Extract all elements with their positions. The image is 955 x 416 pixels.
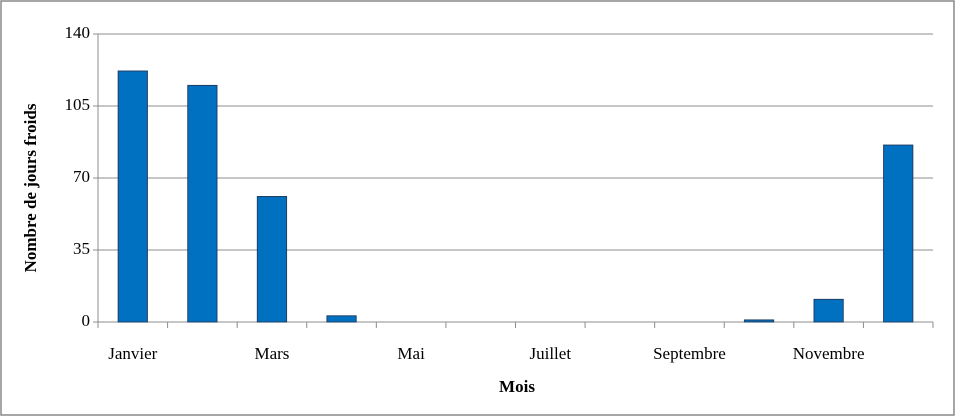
y-tick-label: 35 (73, 239, 90, 258)
y-axis-title: Nombre de jours froids (21, 103, 40, 272)
x-tick-label: Septembre (653, 344, 726, 363)
y-tick-label: 0 (82, 311, 91, 330)
x-tick-label: Juillet (530, 344, 572, 363)
bar (813, 298, 844, 323)
x-tick-label: Mai (397, 344, 425, 363)
x-tick-label: Novembre (793, 344, 865, 363)
bar (743, 319, 775, 323)
y-tick-label: 140 (65, 23, 91, 42)
bar (187, 84, 218, 323)
y-tick-label: 105 (65, 95, 91, 114)
bar (117, 70, 148, 323)
x-tick-label: Mars (254, 344, 289, 363)
x-tick-label: Janvier (108, 344, 157, 363)
bar (883, 144, 914, 323)
x-axis-title: Mois (499, 377, 535, 396)
bar (326, 315, 357, 323)
bar (256, 196, 288, 323)
y-tick-label: 70 (73, 167, 90, 186)
